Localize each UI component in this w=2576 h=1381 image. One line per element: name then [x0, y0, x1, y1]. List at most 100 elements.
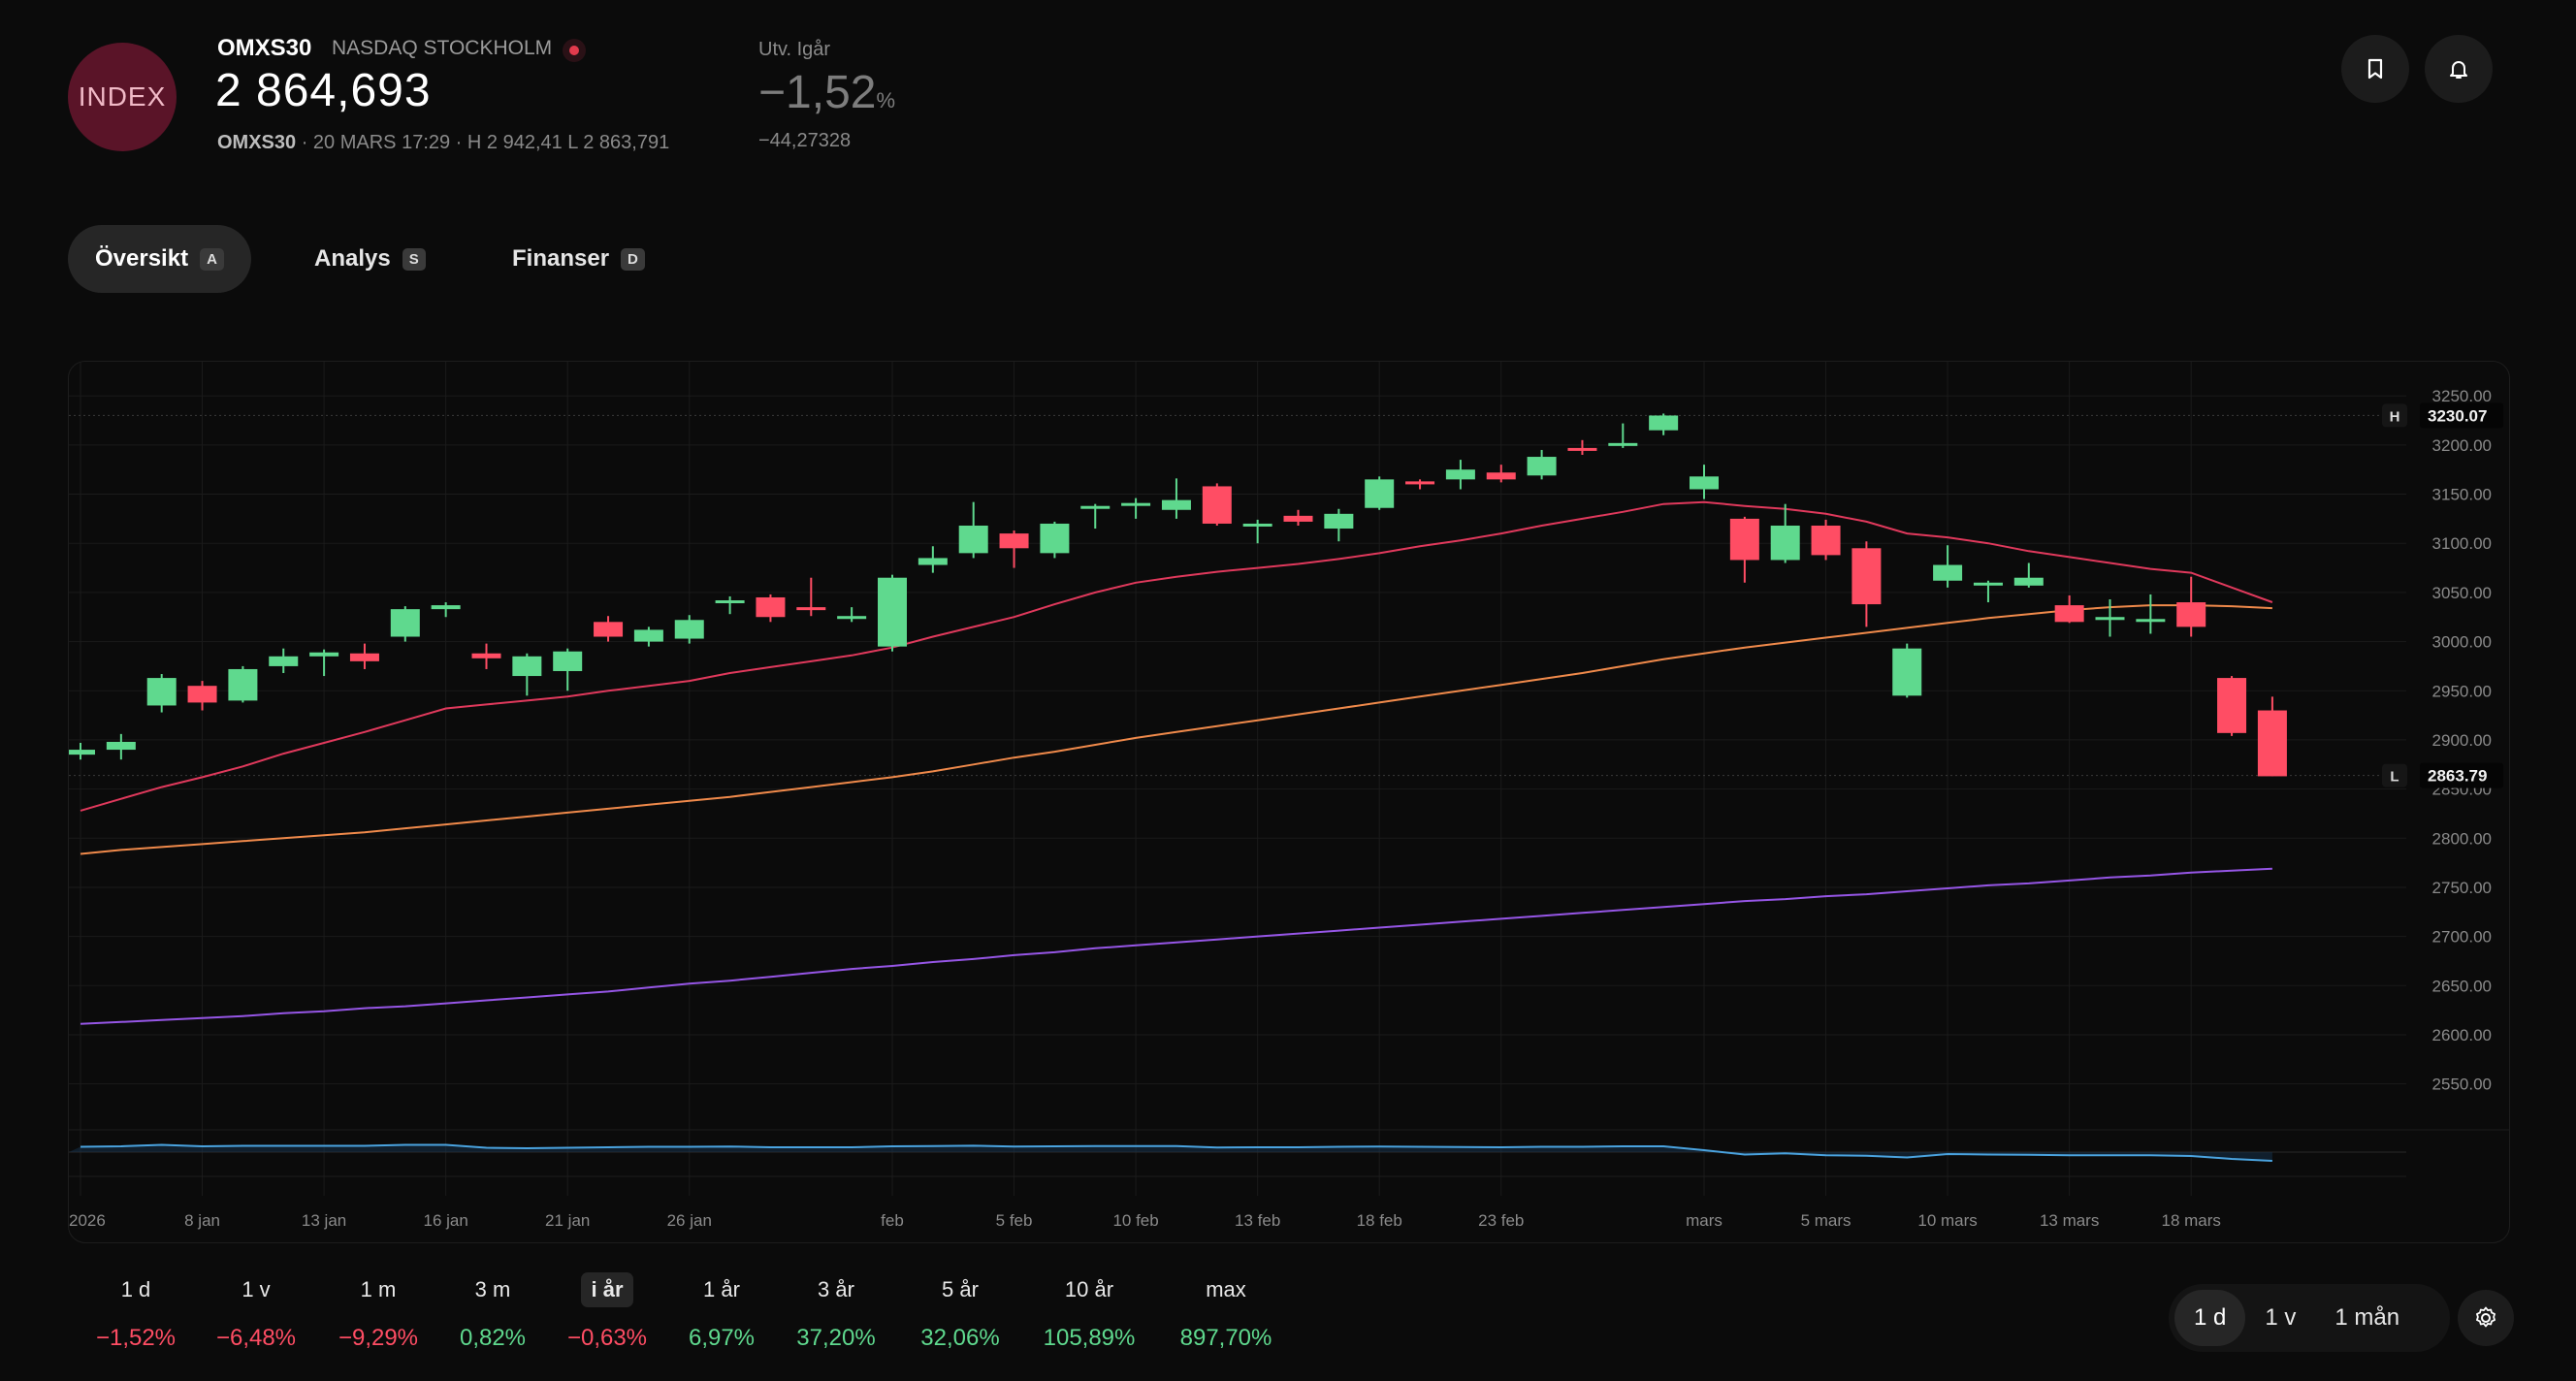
y-tick-label: 2700.00 — [2432, 928, 2492, 947]
y-tick-label: 3200.00 — [2432, 436, 2492, 455]
candle-up — [69, 750, 95, 755]
candle-up — [512, 656, 542, 677]
y-tick-label: 2750.00 — [2432, 879, 2492, 897]
high-value-bg — [2420, 402, 2503, 429]
candle-down — [187, 686, 217, 703]
period-label: 5 år — [942, 1277, 979, 1301]
ma-short-line — [80, 500, 2273, 812]
candle-up — [228, 668, 258, 701]
high-value-label: 3230.07 — [2428, 406, 2487, 425]
period-label: 3 år — [818, 1277, 854, 1301]
low-value-label: 2863.79 — [2428, 767, 2487, 786]
candle-up — [309, 652, 339, 657]
candle-up — [2013, 577, 2044, 586]
y-tick-label: 2900.00 — [2432, 731, 2492, 750]
candle-up — [106, 741, 136, 751]
candle-down — [999, 533, 1029, 549]
period-3m[interactable]: 3 m 0,82% — [435, 1272, 551, 1352]
y-tick-label: 2650.00 — [2432, 977, 2492, 995]
candle-up — [2095, 617, 2125, 621]
price-chart[interactable]: 3250.00 3200.00 3150.00 3100.00 3050.00 3000.… — [68, 361, 2510, 1243]
change-label: Utv. Igår — [758, 39, 831, 60]
candle-up — [1608, 442, 1638, 446]
period-label: 1 år — [703, 1277, 740, 1301]
interval-1d[interactable]: 1 d — [2174, 1290, 2246, 1346]
candle-down — [594, 622, 624, 637]
tab-finanser[interactable]: Finanser D — [485, 225, 672, 293]
tab-analys[interactable]: Analys S — [287, 225, 453, 293]
y-tick-label: 3050.00 — [2432, 584, 2492, 602]
candle-up — [431, 605, 461, 610]
period-return: 105,89% — [1043, 1325, 1136, 1351]
x-tick-label: 18 mars — [2161, 1211, 2220, 1230]
interval-1v[interactable]: 1 v — [2265, 1304, 2297, 1331]
tab-analys-shortcut: S — [402, 247, 426, 271]
price-chart-svg[interactable]: 3250.00 3200.00 3150.00 3100.00 3050.00 3000.… — [69, 362, 2510, 1243]
candle-up — [1324, 513, 1354, 530]
volume-area — [69, 1144, 2272, 1161]
candle-down — [1567, 447, 1597, 451]
candle-down — [2217, 678, 2247, 733]
candle-up — [1040, 523, 1070, 554]
live-dot-icon — [563, 39, 586, 62]
period-i-ar[interactable]: i år −0,63% — [549, 1272, 665, 1352]
candle-down — [471, 653, 501, 658]
y-tick-label: 2550.00 — [2432, 1076, 2492, 1094]
change-percent-value: −1,52 — [758, 67, 877, 118]
period-5ar[interactable]: 5 år 32,06% — [902, 1272, 1018, 1352]
candle-up — [1527, 457, 1557, 476]
tab-oversikt-shortcut: A — [200, 247, 224, 271]
period-1v[interactable]: 1 v −6,48% — [198, 1272, 314, 1352]
candle-down — [2176, 602, 2206, 627]
alert-button[interactable] — [2425, 35, 2493, 103]
x-tick-label: 13 mars — [2040, 1211, 2099, 1230]
period-label: i år — [581, 1272, 633, 1307]
period-3ar[interactable]: 3 år 37,20% — [778, 1272, 894, 1352]
period-max[interactable]: max 897,70% — [1168, 1272, 1284, 1352]
chart-settings-button[interactable] — [2458, 1290, 2514, 1346]
period-1m[interactable]: 1 m −9,29% — [320, 1272, 436, 1352]
x-tick-label: 2026 — [69, 1211, 106, 1230]
x-tick-label: 10 feb — [1112, 1211, 1158, 1230]
period-label: 1 m — [360, 1277, 397, 1301]
period-label: 10 år — [1064, 1277, 1114, 1301]
period-1d[interactable]: 1 d −1,52% — [78, 1272, 194, 1352]
x-tick-label: 16 jan — [423, 1211, 467, 1230]
candle-down — [796, 607, 826, 611]
period-label: 3 m — [474, 1277, 511, 1301]
period-1ar[interactable]: 1 år 6,97% — [663, 1272, 780, 1352]
x-tick-label: 5 feb — [996, 1211, 1033, 1230]
x-tick-label: 13 jan — [302, 1211, 346, 1230]
x-tick-label: 26 jan — [667, 1211, 712, 1230]
exchange-name: NASDAQ STOCKHOLM — [332, 37, 553, 59]
y-tick-label: 2950.00 — [2432, 682, 2492, 700]
period-return: −1,52% — [95, 1325, 177, 1351]
candle-up — [269, 656, 299, 666]
change-percent-unit: % — [876, 88, 896, 112]
candle-up — [1770, 525, 1800, 561]
y-tick-label: 2800.00 — [2432, 829, 2492, 848]
candle-up — [1242, 523, 1272, 527]
ticker-symbol: OMXS30 — [217, 35, 312, 61]
period-return: 37,20% — [796, 1325, 876, 1351]
candle-up — [918, 558, 948, 565]
candle-up — [1892, 648, 1922, 696]
tab-oversikt[interactable]: Översikt A — [68, 225, 251, 293]
period-10ar[interactable]: 10 år 105,89% — [1031, 1272, 1147, 1352]
interval-1man[interactable]: 1 mån — [2334, 1304, 2400, 1331]
x-tick-label: 23 feb — [1478, 1211, 1524, 1230]
y-tick-label: 2600.00 — [2432, 1026, 2492, 1044]
period-return: 897,70% — [1179, 1325, 1272, 1351]
bookmark-button[interactable] — [2341, 35, 2409, 103]
candle-down — [756, 596, 786, 618]
candle-up — [878, 577, 907, 647]
x-tick-label: 5 mars — [1801, 1211, 1852, 1230]
ma-long-line — [80, 867, 2272, 1025]
low-tag: L — [2390, 769, 2399, 786]
candle-up — [553, 651, 583, 671]
sub-ticker: OMXS30 — [217, 132, 297, 153]
x-tick-label: 8 jan — [184, 1211, 220, 1230]
gear-icon — [2476, 1306, 2496, 1328]
period-return: 32,06% — [920, 1325, 1000, 1351]
period-return: 0,82% — [459, 1325, 527, 1351]
